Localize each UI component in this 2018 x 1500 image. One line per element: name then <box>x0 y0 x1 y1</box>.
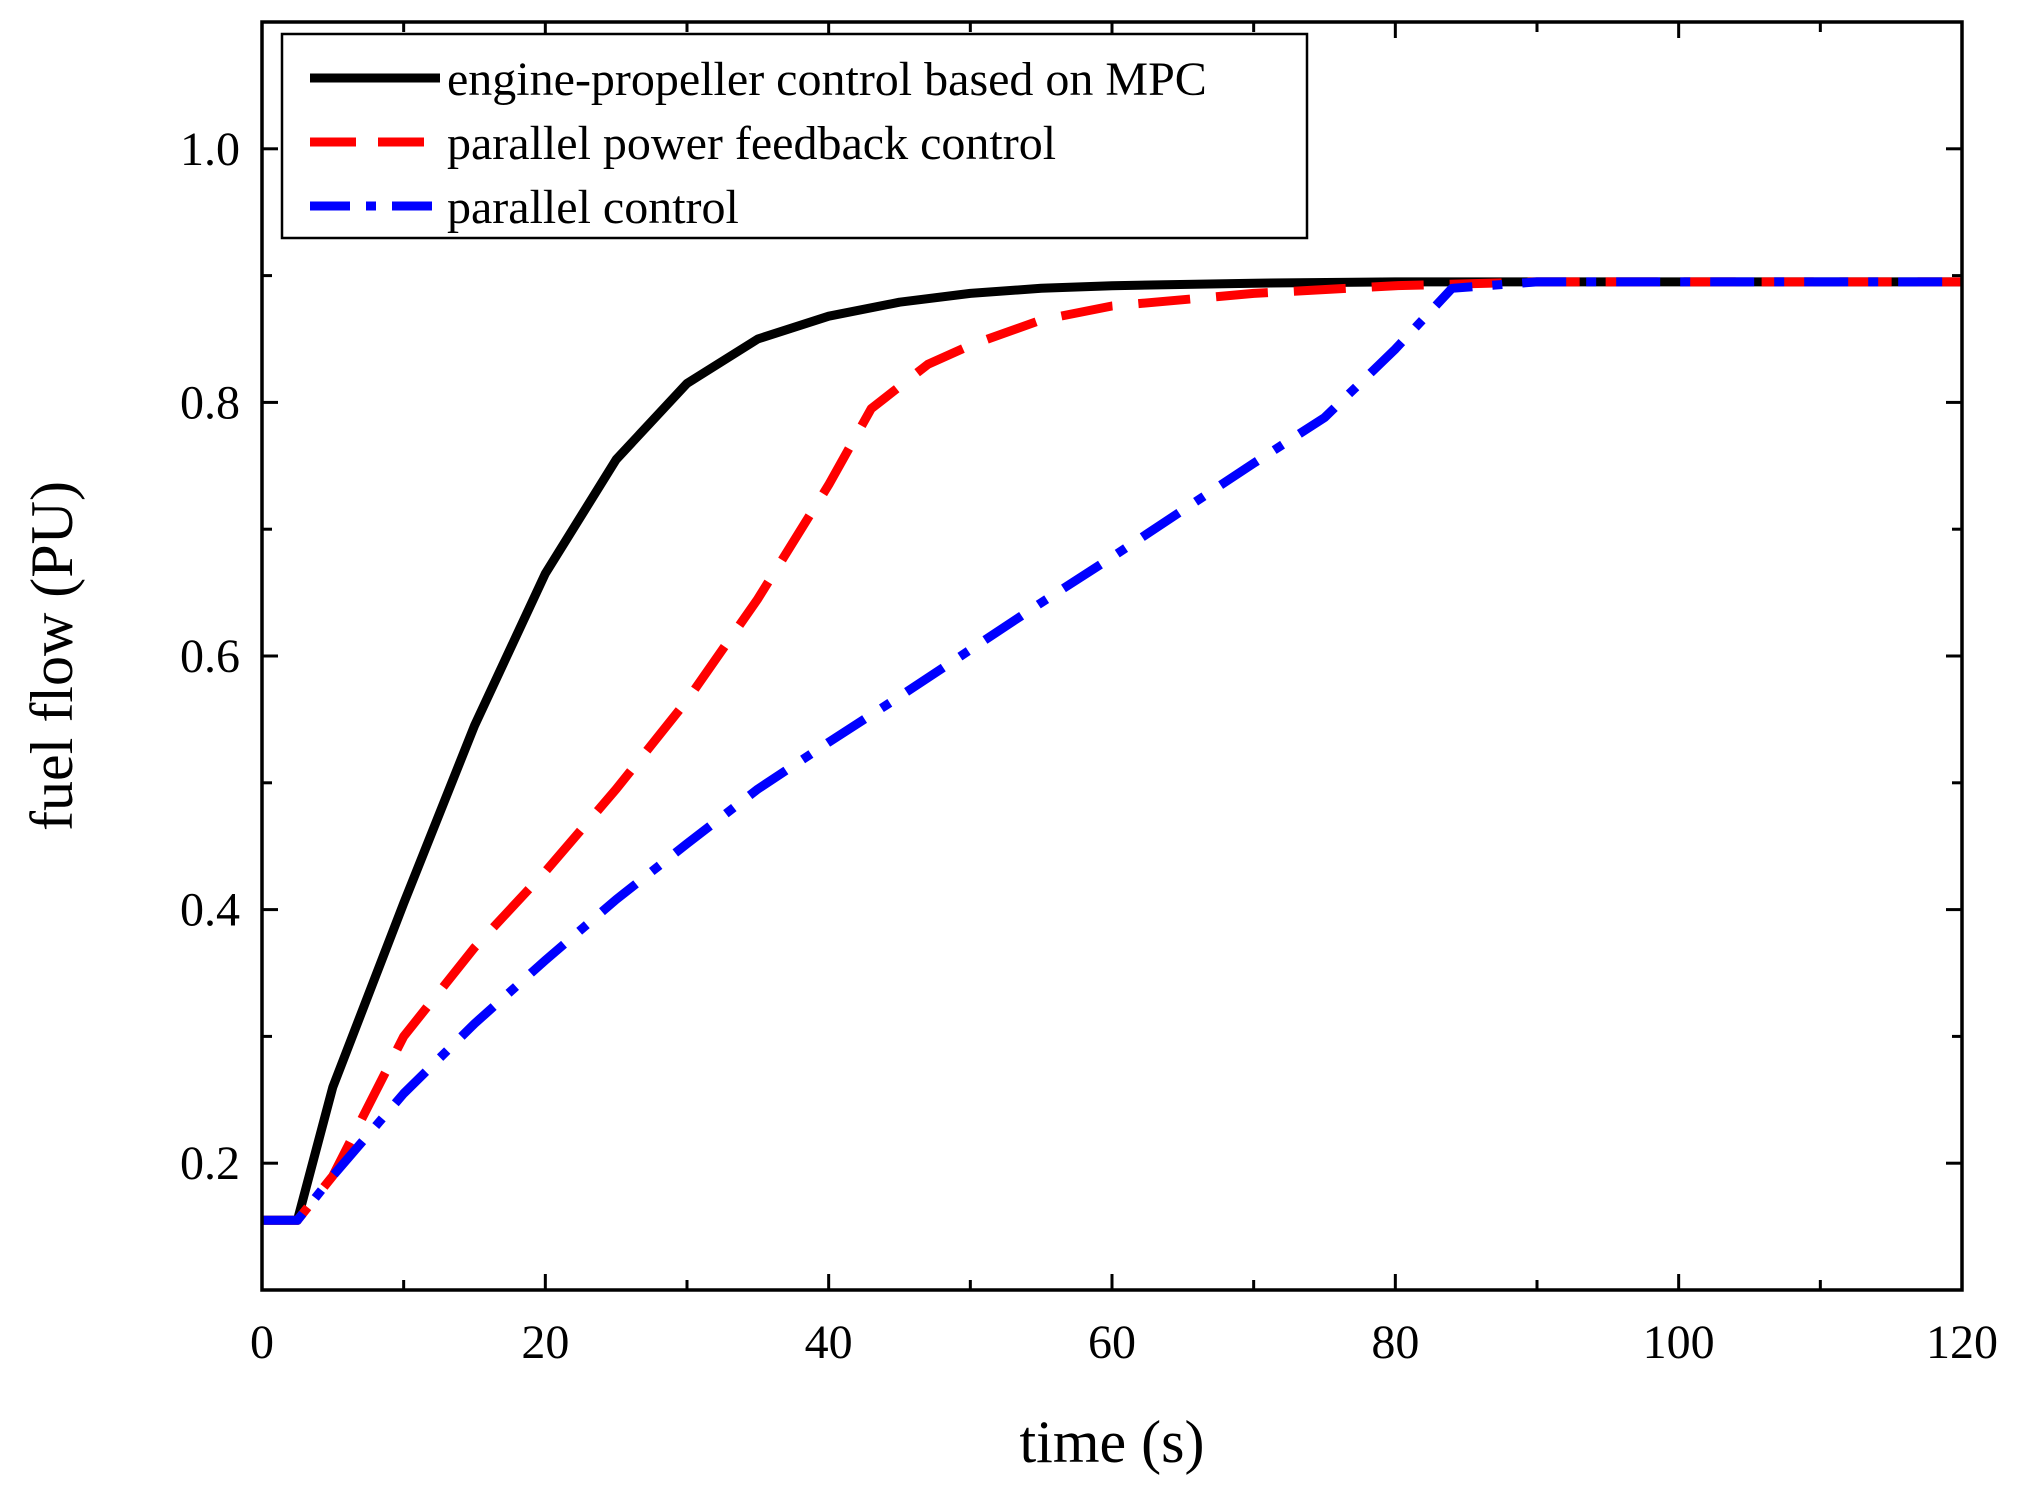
x-axis-title: time (s) <box>1020 1409 1205 1475</box>
series-line-0 <box>262 277 1962 1225</box>
x-tick-label: 40 <box>805 1316 853 1369</box>
y-tick-label: 0.4 <box>180 884 240 937</box>
legend-label-power-feedback: parallel power feedback control <box>447 117 1056 170</box>
y-tick-label: 0.6 <box>180 630 240 683</box>
x-tick-label: 0 <box>250 1316 274 1369</box>
x-tick-label: 60 <box>1088 1316 1136 1369</box>
legend: engine-propeller control based on MPC pa… <box>280 32 1309 240</box>
legend-label-parallel: parallel control <box>447 181 739 234</box>
legend-box <box>280 32 1309 240</box>
tick-label-layer: 0 20 40 60 80 100 120 0.2 0.4 0.6 0.8 1.0 <box>180 123 1998 1369</box>
y-tick-label: 0.8 <box>180 376 240 429</box>
legend-label-mpc: engine-propeller control based on MPC <box>447 53 1207 106</box>
y-tick-label: 0.2 <box>180 1137 240 1190</box>
x-tick-label: 80 <box>1371 1316 1419 1369</box>
y-axis-title: fuel flow (PU) <box>19 481 85 831</box>
series-layer <box>262 277 1962 1225</box>
y-tick-label: 1.0 <box>180 123 240 176</box>
series-line-1 <box>262 277 1962 1225</box>
x-tick-label: 120 <box>1926 1316 1998 1369</box>
x-tick-label: 20 <box>521 1316 569 1369</box>
x-tick-label: 100 <box>1643 1316 1715 1369</box>
